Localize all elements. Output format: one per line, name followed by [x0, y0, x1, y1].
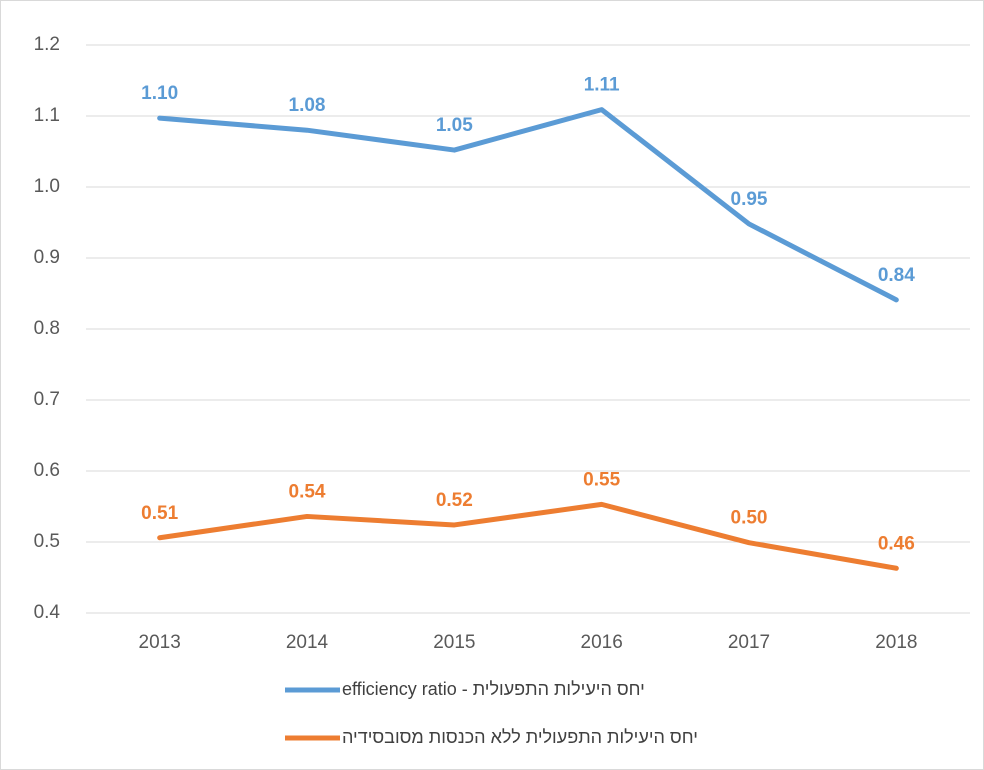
y-tick-label: 0.5 [34, 531, 60, 552]
data-label: 0.51 [141, 503, 178, 524]
x-tick-label: 2013 [139, 632, 181, 653]
x-tick-label: 2016 [581, 632, 623, 653]
data-label: 0.54 [289, 481, 326, 502]
y-tick-label: 0.4 [34, 602, 61, 623]
data-label: 0.50 [731, 508, 768, 529]
legend-label: יחס היעילות התפעולית - efficiency ratio [342, 679, 645, 699]
y-tick-label: 0.6 [34, 460, 60, 481]
x-tick-label: 2015 [433, 632, 475, 653]
data-label: 1.11 [584, 75, 620, 96]
data-label: 1.10 [141, 83, 178, 104]
legend-label: יחס היעילות התפעולית ללא הכנסות מסובסידי… [342, 727, 698, 747]
y-tick-label: 1.2 [34, 34, 60, 55]
data-label: 1.08 [289, 95, 326, 116]
series-line [157, 107, 899, 303]
x-tick-label: 2014 [286, 632, 329, 653]
data-label: 0.52 [436, 490, 473, 511]
x-tick-label: 2018 [875, 632, 917, 653]
y-tick-label: 1.1 [34, 105, 60, 126]
y-tick-label: 0.9 [34, 247, 60, 268]
x-tick-label: 2017 [728, 632, 770, 653]
y-tick-label: 0.7 [34, 389, 60, 410]
series-line [157, 501, 899, 571]
data-label: 0.46 [878, 533, 915, 554]
data-label: 0.95 [731, 189, 768, 210]
data-label: 0.84 [878, 265, 915, 286]
y-tick-label: 0.8 [34, 318, 60, 339]
data-label: 0.55 [583, 469, 620, 490]
data-label: 1.05 [436, 115, 473, 136]
y-tick-label: 1.0 [34, 176, 60, 197]
